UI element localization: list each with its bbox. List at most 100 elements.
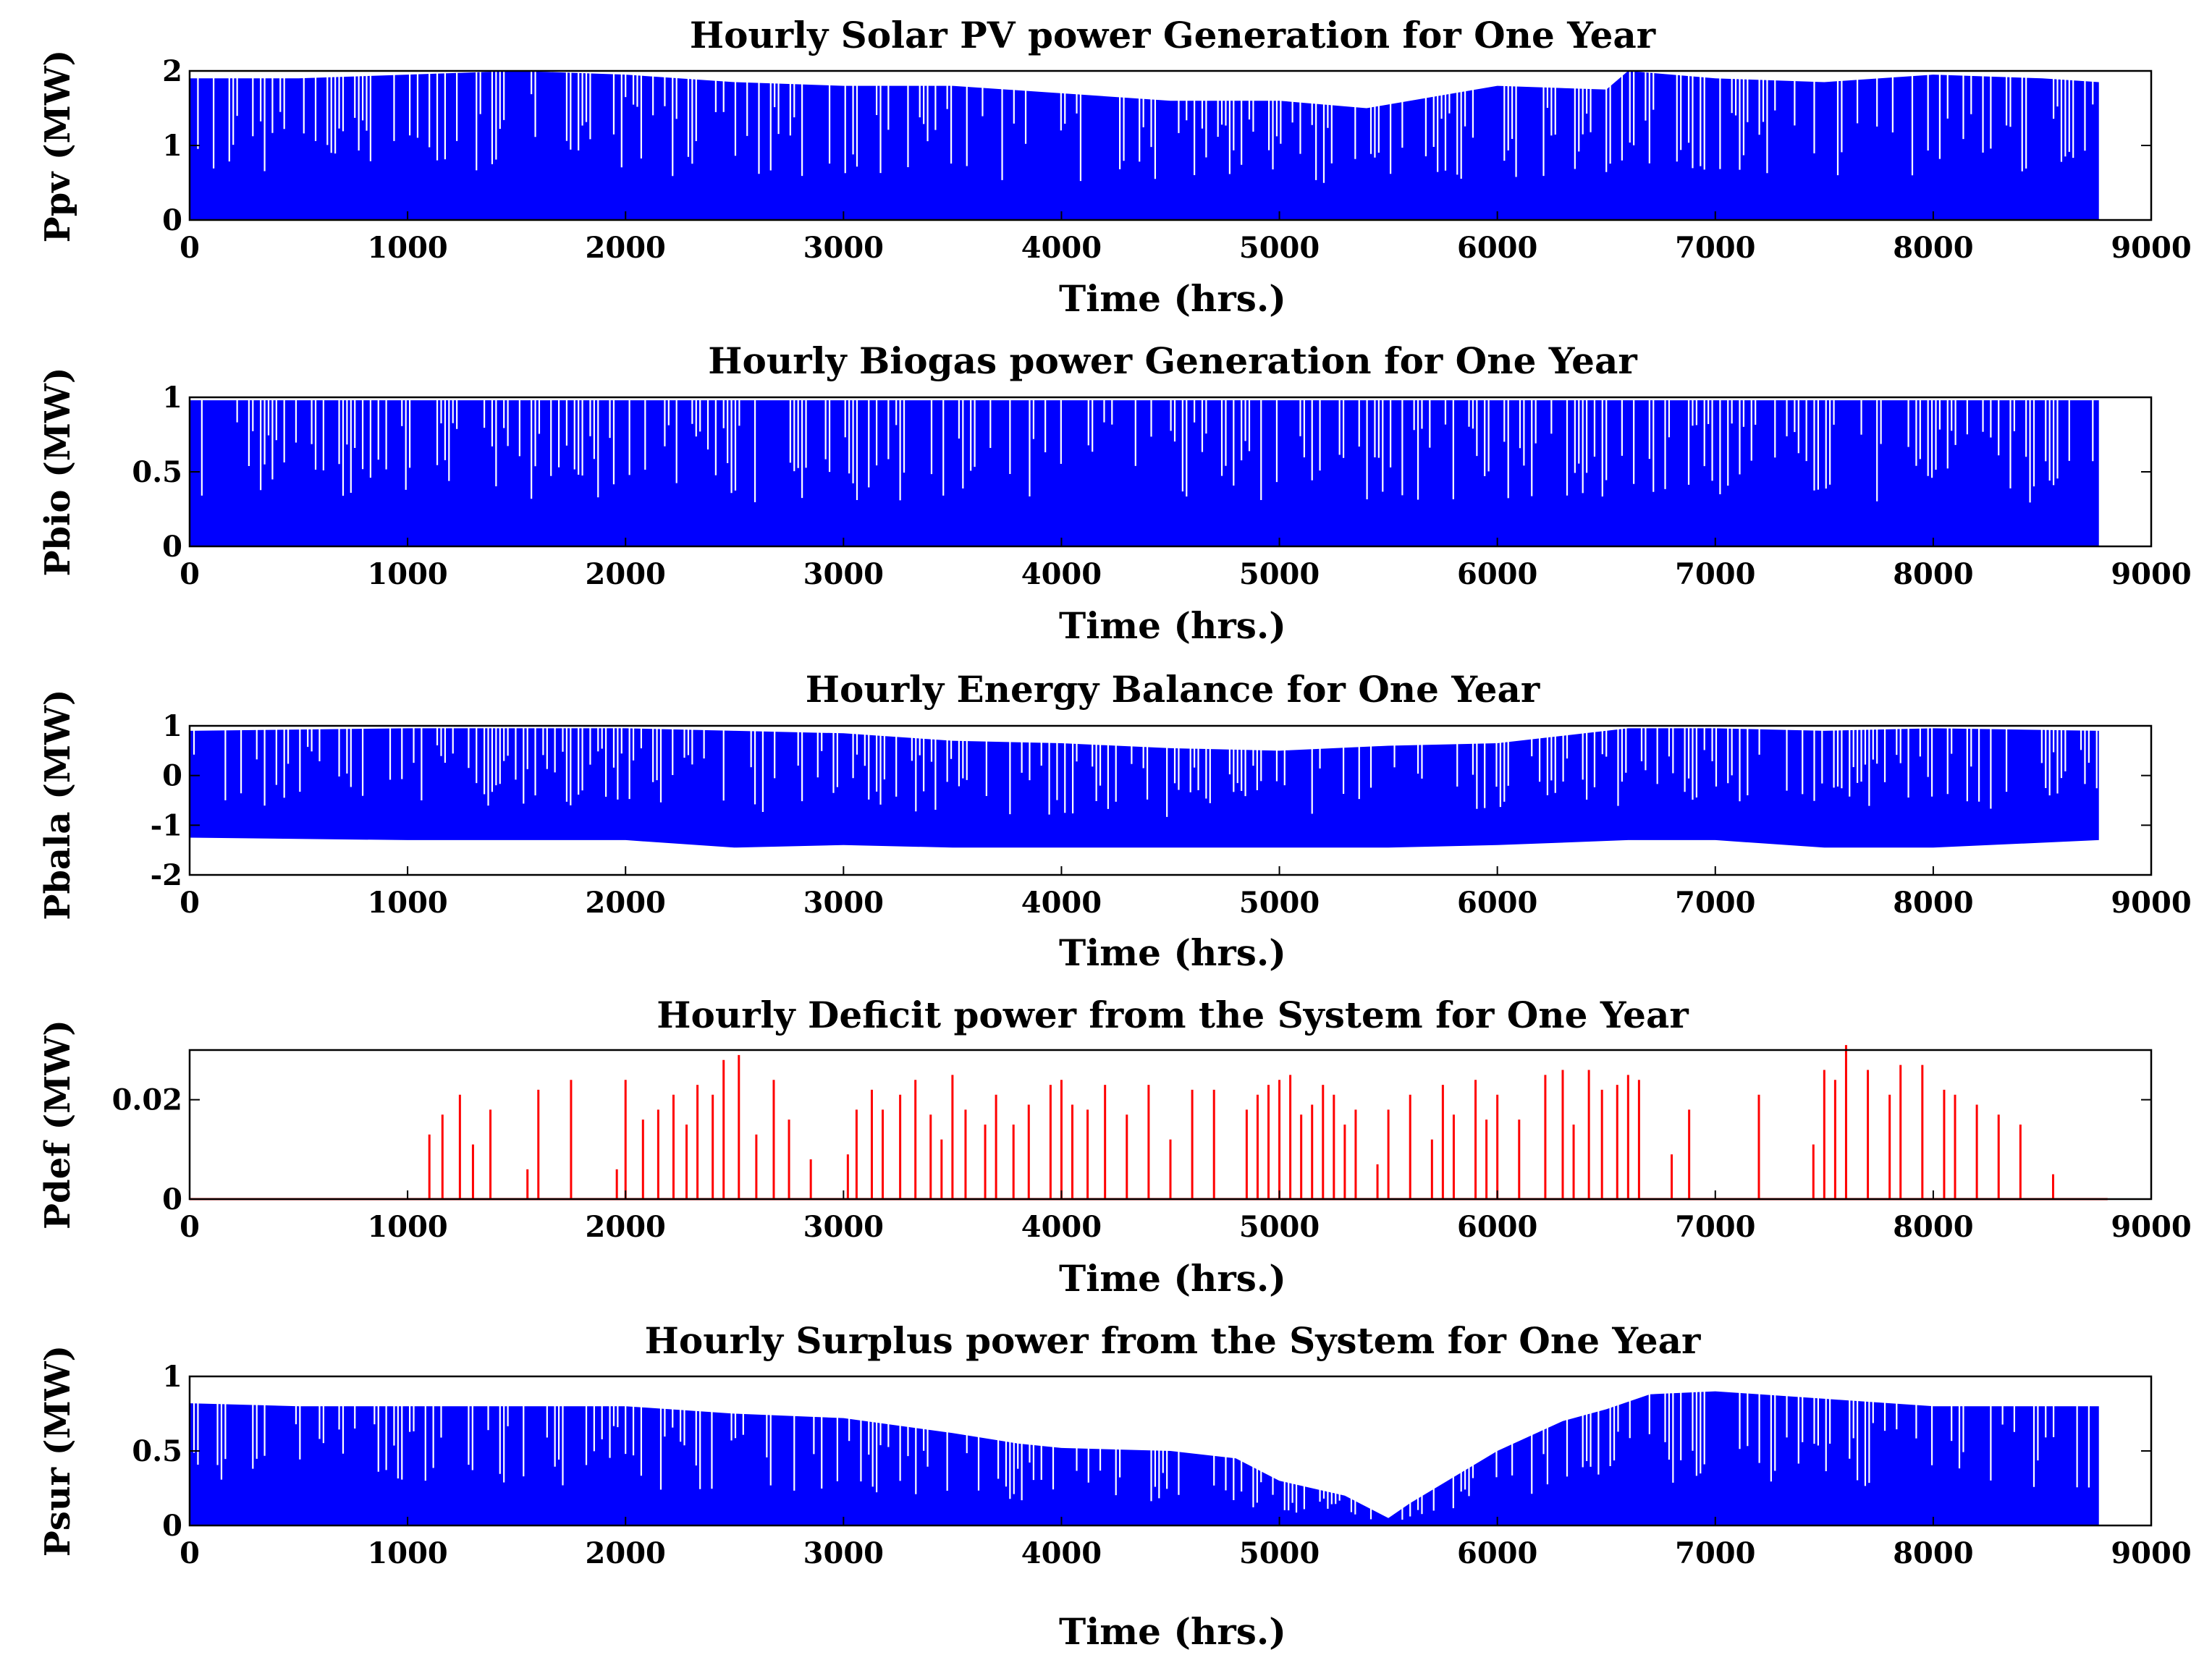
chart-title: Hourly Surplus power from the System for… bbox=[645, 1319, 1701, 1362]
plot-area bbox=[190, 727, 2099, 848]
x-tick-label: 7000 bbox=[1675, 886, 1755, 920]
y-tick-label: 0 bbox=[162, 203, 182, 237]
x-tick-label: 8000 bbox=[1893, 886, 1973, 920]
x-tick-label: 8000 bbox=[1893, 1210, 1973, 1244]
panel-balance: Hourly Energy Balance for One Year -2 -1 0… bbox=[38, 668, 2192, 974]
series-variation bbox=[197, 69, 2094, 183]
y-ticks: 00.51 bbox=[132, 381, 2151, 564]
x-tick-label: 9000 bbox=[2111, 1210, 2191, 1244]
x-tick-label: 1000 bbox=[367, 1536, 447, 1570]
panel-surplus: Hourly Surplus power from the System for… bbox=[38, 1319, 2192, 1653]
axes-frame bbox=[188, 724, 2153, 876]
y-axis-label: Pbio (MW) bbox=[38, 367, 78, 576]
x-tick-label: 5000 bbox=[1239, 1210, 1320, 1244]
x-tick-label: 6000 bbox=[1457, 1536, 1537, 1570]
x-tick-label: 1000 bbox=[367, 1210, 447, 1244]
chart-title: Hourly Energy Balance for One Year bbox=[806, 668, 1540, 711]
x-tick-label: 9000 bbox=[2111, 886, 2191, 920]
x-tick-label: 8000 bbox=[1893, 231, 1973, 265]
x-tick-label: 9000 bbox=[2111, 557, 2191, 591]
x-tick-label: 3000 bbox=[803, 231, 884, 265]
y-ticks: 0 1 2 bbox=[162, 54, 2151, 237]
x-tick-label: 3000 bbox=[803, 557, 884, 591]
x-tick-label: 7000 bbox=[1675, 557, 1755, 591]
x-tick-label: 9000 bbox=[2111, 1536, 2191, 1570]
series-variation bbox=[193, 727, 2098, 817]
y-tick-label: 0 bbox=[162, 1509, 182, 1543]
x-tick-label: 2000 bbox=[586, 1210, 666, 1244]
x-tick-label: 4000 bbox=[1021, 231, 1102, 265]
y-tick-label: 1 bbox=[162, 129, 182, 163]
y-tick-label: 2 bbox=[162, 54, 182, 88]
y-ticks: 00.02 bbox=[112, 1083, 2151, 1216]
x-tick-label: 0 bbox=[180, 886, 200, 920]
x-ticks: 0 1000 2000 3000 4000 5000 6000 7000 8000 9000 bbox=[180, 1190, 2192, 1244]
plot-area bbox=[190, 1045, 2108, 1201]
x-tick-label: 0 bbox=[180, 231, 200, 265]
x-tick-label: 7000 bbox=[1675, 231, 1755, 265]
x-axis-label: Time (hrs.) bbox=[1059, 1610, 1286, 1653]
plot-area bbox=[190, 1390, 2099, 1525]
x-tick-label: 1000 bbox=[367, 231, 447, 265]
x-tick-label: 7000 bbox=[1675, 1536, 1755, 1570]
y-axis-label: Ppv (MW) bbox=[38, 50, 78, 243]
plot-area bbox=[190, 399, 2099, 546]
panel-deficit: Hourly Deficit power from the System for… bbox=[38, 994, 2192, 1300]
y-tick-label: 0.5 bbox=[132, 455, 182, 489]
chart-title: Hourly Biogas power Generation for One Y… bbox=[708, 339, 1637, 382]
x-tick-label: 4000 bbox=[1021, 1536, 1102, 1570]
x-tick-label: 0 bbox=[180, 1210, 200, 1244]
y-tick-label: 0 bbox=[162, 1182, 182, 1216]
x-tick-label: 4000 bbox=[1021, 886, 1102, 920]
y-tick-label: 0 bbox=[162, 530, 182, 564]
x-tick-label: 9000 bbox=[2111, 231, 2191, 265]
y-axis-label: Pbala (MW) bbox=[38, 689, 78, 920]
x-tick-label: 6000 bbox=[1457, 1210, 1537, 1244]
y-tick-label: 1 bbox=[162, 1360, 182, 1394]
y-ticks: -2 -1 0 1 bbox=[151, 709, 2151, 892]
chart-title: Hourly Solar PV power Generation for One… bbox=[690, 14, 1656, 56]
x-tick-label: 8000 bbox=[1893, 557, 1973, 591]
x-tick-label: 1000 bbox=[367, 557, 447, 591]
x-tick-label: 2000 bbox=[586, 1536, 666, 1570]
plot-area bbox=[190, 69, 2099, 220]
series-variation bbox=[193, 1390, 2090, 1520]
x-tick-label: 0 bbox=[180, 557, 200, 591]
x-axis-label: Time (hrs.) bbox=[1059, 931, 1286, 974]
y-tick-label: -2 bbox=[151, 858, 182, 892]
panel-bio: Hourly Biogas power Generation for One Y… bbox=[38, 339, 2192, 647]
y-tick-label: 0.5 bbox=[132, 1434, 182, 1468]
axes-frame bbox=[188, 1049, 2153, 1201]
y-axis-label: Pdef (MW) bbox=[38, 1020, 78, 1230]
x-tick-label: 4000 bbox=[1021, 557, 1102, 591]
series-envelope bbox=[190, 1391, 2099, 1525]
x-ticks: 0 1000 2000 3000 4000 5000 6000 7000 8000 9000 bbox=[180, 866, 2192, 920]
x-axis-label: Time (hrs.) bbox=[1059, 604, 1286, 647]
x-tick-label: 5000 bbox=[1239, 231, 1320, 265]
x-tick-label: 2000 bbox=[586, 231, 666, 265]
y-tick-label: 1 bbox=[162, 709, 182, 743]
x-tick-label: 4000 bbox=[1021, 1210, 1102, 1244]
x-tick-label: 3000 bbox=[803, 886, 884, 920]
x-tick-label: 2000 bbox=[586, 557, 666, 591]
x-tick-label: 5000 bbox=[1239, 557, 1320, 591]
x-tick-label: 3000 bbox=[803, 1210, 884, 1244]
series-envelope bbox=[190, 400, 2099, 546]
x-tick-label: 6000 bbox=[1457, 231, 1537, 265]
y-tick-label: 1 bbox=[162, 381, 182, 415]
y-axis-label: Psur (MW) bbox=[38, 1345, 78, 1557]
y-tick-label: 0.02 bbox=[112, 1083, 182, 1117]
y-tick-label: -1 bbox=[151, 808, 182, 842]
x-axis-label: Time (hrs.) bbox=[1059, 1257, 1286, 1300]
x-ticks: 0 1000 2000 3000 4000 5000 6000 7000 8000 9000 bbox=[180, 211, 2192, 265]
y-ticks: 00.51 bbox=[132, 1360, 2151, 1543]
x-tick-label: 0 bbox=[180, 1536, 200, 1570]
chart-title: Hourly Deficit power from the System for… bbox=[657, 994, 1689, 1036]
x-ticks: 0 1000 2000 3000 4000 5000 6000 7000 8000 9000 bbox=[180, 1517, 2192, 1570]
x-tick-label: 8000 bbox=[1893, 1536, 1973, 1570]
x-tick-label: 7000 bbox=[1675, 1210, 1755, 1244]
series-variation bbox=[200, 399, 2094, 503]
x-tick-label: 5000 bbox=[1239, 1536, 1320, 1570]
x-tick-label: 2000 bbox=[586, 886, 666, 920]
